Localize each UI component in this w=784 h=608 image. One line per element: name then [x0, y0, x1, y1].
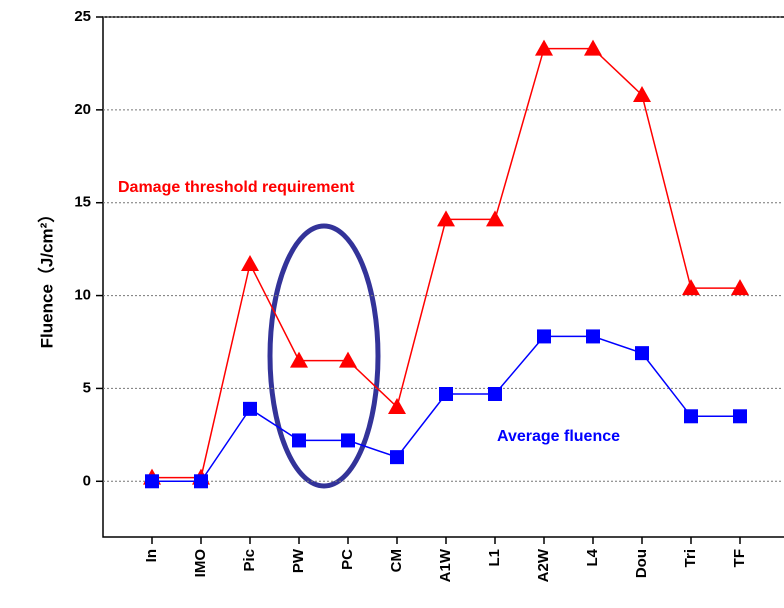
marker [292, 433, 306, 448]
x-tick-label: A2W [535, 548, 552, 582]
x-tick-label: PW [290, 548, 307, 573]
marker [633, 86, 651, 102]
x-tick-label: Pic [241, 549, 258, 572]
marker [437, 210, 455, 227]
marker [535, 39, 553, 56]
series-line [152, 47, 740, 479]
marker [439, 387, 453, 401]
y-tick-label: 10 [74, 287, 91, 304]
marker [684, 409, 698, 424]
y-tick-label: 0 [83, 472, 91, 489]
marker [733, 409, 747, 424]
x-tick-label: L4 [584, 548, 601, 566]
x-tick-label: In [143, 549, 160, 562]
marker [486, 210, 504, 227]
marker [586, 329, 600, 344]
x-tick-label: CM [388, 549, 405, 572]
x-tick-label: IMO [192, 549, 209, 578]
y-axis-label: Fluence（J/cm²） [36, 206, 56, 349]
series-line [152, 335, 740, 483]
marker [584, 39, 602, 56]
series-label: Damage threshold requirement [118, 179, 355, 196]
x-tick-label: A1W [437, 548, 454, 582]
series-label: Average fluence [497, 428, 620, 445]
x-tick-label: PC [339, 549, 356, 570]
marker [290, 351, 308, 368]
marker [243, 401, 257, 416]
marker [339, 351, 357, 368]
marker [341, 433, 355, 448]
y-tick-label: 15 [74, 194, 91, 211]
x-tick-label: Tri [682, 549, 699, 567]
marker [145, 474, 159, 489]
y-tick-label: 20 [74, 101, 91, 118]
marker [635, 346, 649, 361]
x-tick-label: TF [731, 549, 748, 567]
y-tick-label: 5 [83, 379, 91, 396]
marker [390, 450, 404, 465]
marker [241, 255, 259, 271]
y-tick-label: 25 [74, 8, 91, 25]
x-tick-label: Dou [633, 549, 650, 578]
marker [731, 279, 749, 296]
marker [537, 329, 551, 344]
marker [194, 474, 208, 489]
marker [488, 387, 502, 401]
marker [388, 398, 406, 414]
x-tick-label: L1 [486, 549, 503, 567]
marker [682, 279, 700, 296]
highlight-ellipse [267, 223, 381, 489]
